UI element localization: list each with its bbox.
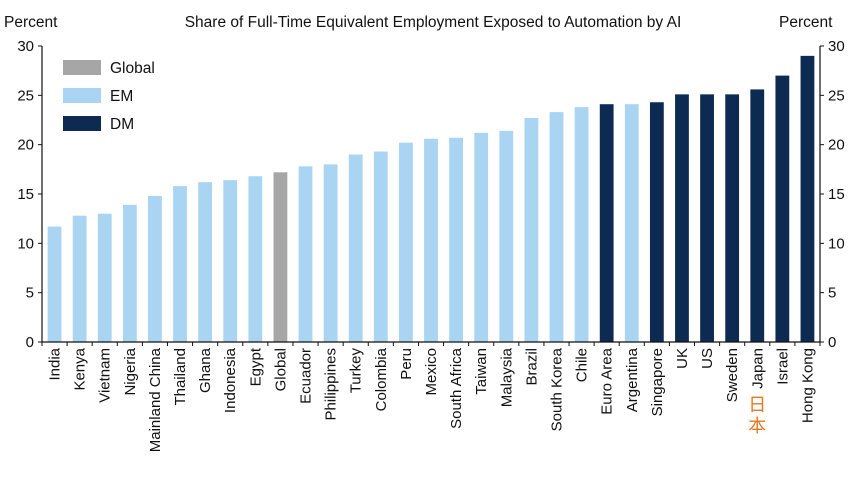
y-tick-label-left: 30 xyxy=(17,38,34,55)
bars-layer xyxy=(47,55,815,343)
bar-sweden xyxy=(725,94,740,342)
y-tick-label-right: 15 xyxy=(828,186,845,203)
y-tick-label-right: 30 xyxy=(828,38,845,55)
legend-swatch-dm xyxy=(63,116,101,131)
x-tick-label: Mainland China xyxy=(147,347,164,452)
bar-chile xyxy=(574,107,589,342)
y-tick-label-right: 10 xyxy=(828,235,845,252)
x-tick-label: Taiwan xyxy=(473,348,490,395)
legend: Global EM DM xyxy=(63,60,155,133)
x-tick-label: Turkey xyxy=(348,348,365,394)
bar-taiwan xyxy=(474,132,489,342)
bar-hong-kong xyxy=(800,55,815,343)
bar-uk xyxy=(675,94,689,342)
x-tick-label: Ecuador xyxy=(298,348,315,404)
legend-swatch-global xyxy=(63,60,101,75)
x-tick-label: Egypt xyxy=(247,347,264,386)
y-tick-label-left: 15 xyxy=(17,186,34,203)
legend-label-em: EM xyxy=(110,88,133,105)
y-axis-label-left: Percent xyxy=(4,14,58,31)
bar-mexico xyxy=(424,138,438,342)
x-tick-label: Global xyxy=(272,348,289,391)
x-tick-label: Mexico xyxy=(423,348,440,396)
bar-malaysia xyxy=(499,130,514,342)
bar-singapore xyxy=(649,102,664,343)
x-tick-label: Sweden xyxy=(724,348,741,402)
x-tick-label: Vietnam xyxy=(97,348,114,403)
bar-colombia xyxy=(373,151,388,342)
x-tick-label: Indonesia xyxy=(222,347,239,413)
bar-mainland-china xyxy=(148,195,162,342)
bar-ghana xyxy=(198,182,213,342)
x-tick-label: Philippines xyxy=(323,348,340,421)
x-tick-label: UK xyxy=(674,348,691,369)
y-tick-label-left: 0 xyxy=(26,334,34,351)
bar-global xyxy=(273,172,288,342)
x-tick-label: South Africa xyxy=(448,347,465,429)
y-axis-label-right: Percent xyxy=(779,14,833,31)
annotation-japanese-text: 日本 xyxy=(748,395,766,436)
y-tick-label-left: 25 xyxy=(17,87,34,104)
x-tick-label: India xyxy=(47,347,64,380)
bar-brazil xyxy=(524,118,539,342)
y-tick-label-right: 5 xyxy=(828,285,836,302)
bar-us xyxy=(700,94,714,342)
x-tick-label: Ghana xyxy=(197,347,214,393)
bar-peru xyxy=(399,142,413,342)
x-tick-label: Chile xyxy=(574,348,591,382)
bar-argentina xyxy=(624,104,639,343)
x-tick-label: South Korea xyxy=(548,347,565,431)
bar-israel xyxy=(775,75,790,342)
x-tick-label: Nigeria xyxy=(122,347,139,395)
bar-kenya xyxy=(72,215,87,342)
bar-egypt xyxy=(248,176,263,342)
x-tick-label: Japan xyxy=(749,348,766,389)
y-tick-label-left: 10 xyxy=(17,235,34,252)
x-tick-label: US xyxy=(699,348,716,369)
x-tick-label: Brazil xyxy=(523,348,540,386)
bar-vietnam xyxy=(97,213,112,342)
bar-thailand xyxy=(173,186,187,342)
legend-label-global: Global xyxy=(110,60,155,77)
y-tick-label-left: 20 xyxy=(17,137,34,154)
x-tick-label: Thailand xyxy=(172,348,189,406)
x-tick-label: Peru xyxy=(398,348,415,380)
bar-indonesia xyxy=(223,180,238,342)
bar-euro-area xyxy=(599,104,614,343)
bar-south-africa xyxy=(449,137,463,342)
y-tick-label-right: 20 xyxy=(828,137,845,154)
legend-label-dm: DM xyxy=(110,116,134,133)
bar-japan xyxy=(750,89,765,342)
bar-south-korea xyxy=(549,112,564,342)
ticks-layer: 0 0 5 5 10 10 15 15 20 20 25 25 30 30 xyxy=(17,38,844,351)
x-tick-label: Israel xyxy=(774,348,791,385)
bar-philippines xyxy=(323,164,338,342)
bar-india xyxy=(47,226,62,342)
bar-turkey xyxy=(348,154,363,342)
y-tick-label-right: 25 xyxy=(828,87,845,104)
x-tick-label: Singapore xyxy=(649,348,666,416)
legend-swatch-em xyxy=(63,88,101,103)
x-tick-label: Colombia xyxy=(373,347,390,411)
x-tick-label: Kenya xyxy=(72,347,89,390)
x-tick-label: Argentina xyxy=(624,347,641,412)
bar-nigeria xyxy=(122,204,137,342)
bar-ecuador xyxy=(298,166,313,342)
x-tick-label: Euro Area xyxy=(599,347,616,414)
x-tick-label: Hong Kong xyxy=(799,348,816,423)
y-tick-label-right: 0 xyxy=(828,334,836,351)
x-tick-label: Malaysia xyxy=(498,347,515,407)
x-labels-layer: India Kenya Vietnam Nigeria Mainland China Th… xyxy=(47,347,817,452)
chart-title: Share of Full-Time Equivalent Employment… xyxy=(185,14,682,31)
y-tick-label-left: 5 xyxy=(26,285,34,302)
